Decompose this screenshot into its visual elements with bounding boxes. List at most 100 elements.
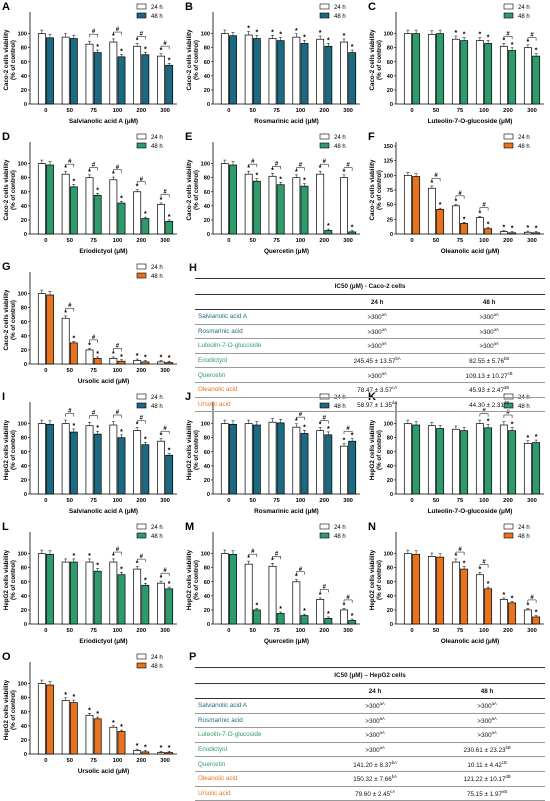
legend-swatch-48h: [136, 532, 147, 539]
table-row: Rosmarinic acid >300aA >300aA: [195, 713, 545, 729]
bar-48h: [436, 209, 445, 235]
significance-star: *: [487, 34, 490, 41]
significance-hash: #: [68, 159, 72, 165]
significance-hash: #: [506, 31, 510, 37]
significance-bracket: [113, 348, 122, 352]
significance-hash: #: [299, 163, 303, 169]
table-row: Rosmarinic acid >300aA >300aA: [195, 324, 545, 340]
significance-bracket: [65, 307, 75, 312]
x-tick-label: 75: [273, 628, 280, 634]
bar-24h: [109, 561, 118, 625]
significance-star: *: [295, 418, 298, 425]
y-tick-label: 40: [21, 464, 27, 470]
bar-48h: [117, 574, 126, 625]
x-tick-label: 75: [90, 238, 97, 244]
legend-label: 24 h: [151, 395, 163, 401]
ic50-number: >300: [365, 732, 380, 740]
x-tick-label: 50: [433, 498, 439, 504]
compound-name: Luteolin-7-O-glucoside: [195, 727, 321, 743]
legend-swatch-48h: [503, 142, 514, 149]
significance-star: *: [463, 560, 466, 567]
significance-bracket: [89, 415, 98, 419]
col-header-24h: 24 h: [321, 683, 430, 699]
bar-24h: [133, 568, 142, 625]
y-axis-label: Caco-2 cells viability: [3, 29, 10, 90]
y-axis-label-units: (% of control): [10, 560, 17, 600]
panel-letter: N: [368, 521, 376, 533]
y-axis-label-units: (% of control): [10, 300, 17, 340]
significance-star: *: [295, 28, 298, 35]
y-tick-label: 20: [21, 608, 27, 614]
x-tick-label: 75: [90, 368, 97, 374]
y-axis-label: HepG2 cells viability: [3, 549, 10, 610]
panel-letter: I: [2, 391, 5, 403]
significance-star: *: [295, 574, 298, 581]
bar-48h: [69, 561, 78, 625]
significance-bracket: [89, 339, 98, 343]
bar-48h: [412, 424, 421, 495]
y-tick-label: 60: [21, 710, 27, 716]
ic50-number: 141.20 ± 8.37: [353, 761, 392, 769]
panel-letter-H: H: [189, 262, 197, 274]
bar-48h: [93, 433, 102, 495]
bar-48h: [117, 360, 126, 365]
x-tick-label: 0: [227, 498, 230, 504]
panel-J: J HepG2 cells viability (% of control) 0 20 4…: [185, 391, 360, 515]
significance-hash: #: [163, 568, 167, 574]
significance-star: *: [160, 433, 163, 440]
ic50-number: >300: [367, 343, 382, 351]
significance-bracket: [455, 195, 465, 199]
x-axis-label: Rosmarinic acid (μM): [254, 508, 319, 515]
bar-48h: [93, 358, 102, 365]
significance-star: *: [255, 173, 258, 180]
y-tick-label: 0: [24, 622, 27, 628]
x-tick-label: 100: [479, 628, 489, 634]
table-row: Quercetin >300aA 109.13 ± 10.27cB: [195, 367, 545, 383]
significance-hash: #: [68, 409, 72, 415]
bar-24h: [244, 34, 253, 105]
x-axis-label: Eriodictyol (μM): [79, 248, 127, 255]
bar-24h: [133, 45, 142, 105]
ic50-value: 58.97 ± 1.35dA: [321, 397, 434, 413]
significance-star: *: [479, 31, 482, 38]
legend-label: 48 h: [518, 144, 530, 150]
y-axis-label: Caco-2 cells viability: [186, 159, 193, 220]
ic50-number: 121.22 ± 10.17: [463, 776, 506, 784]
significance-star: *: [88, 553, 91, 560]
significance-hash: #: [275, 161, 279, 167]
significance-hash: #: [458, 547, 462, 553]
y-tick-label: 75: [387, 188, 393, 194]
x-tick-label: 0: [227, 108, 230, 114]
y-tick-label: 100: [384, 422, 393, 428]
x-tick-label: 200: [136, 108, 146, 114]
bar-48h: [141, 361, 150, 365]
compound-name: Luteolin-7-O-glucoside: [195, 338, 321, 354]
significance-star: *: [527, 435, 530, 442]
compound-name: Salvianolic acid A: [195, 698, 321, 714]
x-tick-label: 200: [319, 498, 329, 504]
ic50-value: 78.47 ± 3.57cA: [321, 382, 434, 398]
legend-swatch-24h: [136, 263, 147, 270]
legend-swatch-48h: [319, 142, 330, 149]
y-tick-label: 80: [387, 436, 393, 442]
bar-48h: [229, 164, 237, 235]
bar-24h: [292, 426, 301, 495]
significance-star: *: [144, 577, 147, 584]
significance-star: *: [271, 29, 274, 36]
bar-48h: [69, 38, 78, 105]
x-tick-label: 50: [250, 628, 256, 634]
significance-star: *: [511, 421, 514, 428]
legend-label: 48 h: [151, 144, 163, 150]
y-tick-label: 100: [201, 552, 210, 558]
significance-star: *: [351, 613, 354, 620]
significance-star: *: [503, 224, 506, 231]
x-tick-label: 200: [319, 108, 329, 114]
ic50-value: 79.60 ± 2.45cA: [321, 786, 430, 801]
ic50-number: 79.60 ± 2.45: [355, 790, 391, 798]
ic50-number: >300: [477, 703, 492, 711]
bar-24h: [475, 423, 484, 495]
legend-label: 24 h: [151, 265, 163, 271]
significance-hash: #: [140, 31, 144, 37]
bar-24h: [61, 700, 70, 755]
bar-24h: [37, 683, 46, 755]
